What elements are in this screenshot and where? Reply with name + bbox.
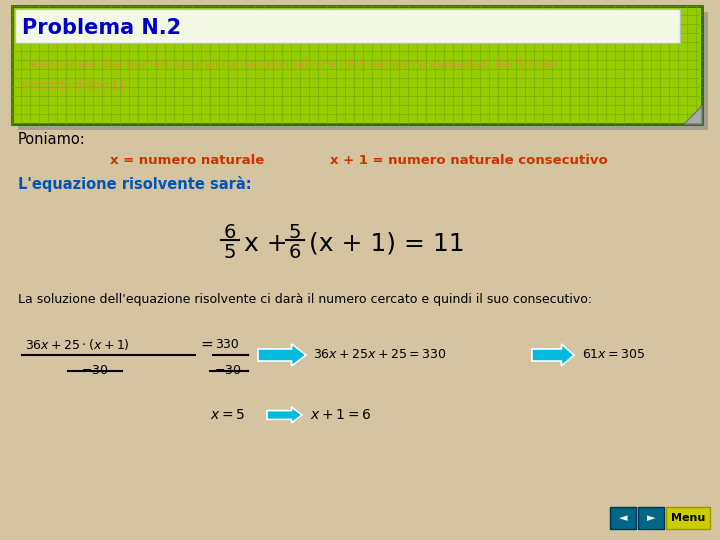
- Text: x + 1 = numero naturale consecutivo: x + 1 = numero naturale consecutivo: [330, 153, 608, 166]
- FancyBboxPatch shape: [638, 507, 664, 529]
- FancyBboxPatch shape: [18, 12, 708, 130]
- FancyBboxPatch shape: [666, 507, 710, 529]
- Text: $36x + 25 \cdot (x + 1)$: $36x + 25 \cdot (x + 1)$: [25, 336, 130, 352]
- Text: $x = 5$: $x = 5$: [210, 408, 246, 422]
- Text: Determinare due numeri naturali consecutivi tali che i 6/5 del primo aumentati d: Determinare due numeri naturali consecut…: [22, 58, 557, 92]
- Text: (x + 1) = 11: (x + 1) = 11: [309, 232, 464, 256]
- FancyBboxPatch shape: [12, 6, 702, 124]
- Text: 5: 5: [289, 222, 301, 241]
- Text: =: =: [200, 336, 212, 352]
- Text: x = numero naturale: x = numero naturale: [110, 153, 264, 166]
- Text: $-30$: $-30$: [215, 364, 242, 377]
- FancyArrow shape: [267, 407, 302, 423]
- Text: ◄: ◄: [618, 513, 627, 523]
- Text: 6: 6: [289, 242, 301, 261]
- Text: Problema N.2: Problema N.2: [22, 18, 181, 38]
- FancyArrow shape: [258, 344, 306, 366]
- Text: $x + 1 = 6$: $x + 1 = 6$: [310, 408, 372, 422]
- Text: x +: x +: [244, 232, 287, 256]
- FancyBboxPatch shape: [610, 507, 636, 529]
- Text: 330: 330: [215, 338, 239, 350]
- Text: $-30$: $-30$: [81, 364, 109, 377]
- Polygon shape: [684, 106, 702, 124]
- FancyBboxPatch shape: [15, 9, 680, 43]
- Text: ►: ►: [647, 513, 655, 523]
- Text: $61x = 305$: $61x = 305$: [582, 348, 645, 361]
- FancyArrow shape: [532, 344, 574, 366]
- Text: $36x + 25x + 25= 330$: $36x + 25x + 25= 330$: [313, 348, 446, 361]
- Text: Poniamo:: Poniamo:: [18, 132, 86, 147]
- Text: 6: 6: [224, 222, 236, 241]
- Text: L'equazione risolvente sarà:: L'equazione risolvente sarà:: [18, 176, 251, 192]
- Text: La soluzione dell'equazione risolvente ci darà il numero cercato e quindi il suo: La soluzione dell'equazione risolvente c…: [18, 294, 592, 307]
- Text: Menu: Menu: [671, 513, 705, 523]
- Text: 5: 5: [224, 242, 236, 261]
